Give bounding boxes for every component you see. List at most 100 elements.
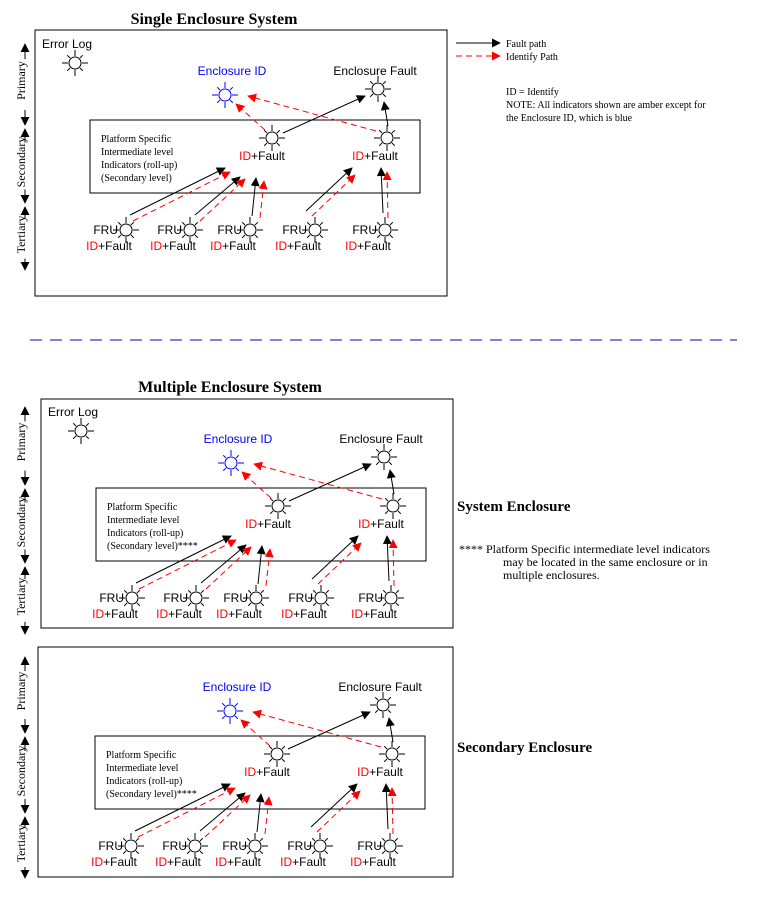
identify-path-arrow (311, 174, 356, 217)
intermediate-indicator-icon (259, 125, 285, 151)
fru-id-fault-label: ID+Fault (91, 855, 137, 869)
identify-path-arrow (263, 796, 273, 835)
intermediate-id-fault-label: ID+Fault (239, 149, 285, 163)
enclosure-id-label: Enclosure ID (203, 680, 272, 694)
platform-text-line: (Secondary level) (101, 173, 172, 184)
identify-path-arrow (240, 719, 271, 747)
secondary-level-label: Secondary (14, 137, 28, 188)
fru-indicator-icon (113, 217, 139, 243)
id-text: ID (245, 517, 257, 531)
fru-indicator-icon (377, 833, 403, 859)
enclosure-fault-indicator-icon (371, 444, 397, 470)
intermediate-id-fault-label: ID+Fault (357, 765, 403, 779)
fault-path-arrow (194, 176, 241, 216)
fault-path-arrow (282, 95, 366, 134)
fault-path-arrow (287, 711, 371, 750)
panel-1: Primary Secondary Tertiary Error Log Enclosu… (14, 29, 448, 297)
id-definition: ID = Identify (506, 87, 559, 98)
fault-path-arrow (250, 177, 260, 217)
fru-label: FRU (99, 591, 124, 605)
identify-path-arrow (387, 787, 397, 835)
fru-label: FRU (93, 223, 118, 237)
intermediate-indicator-icon (265, 493, 291, 519)
fault-text: +Fault (257, 517, 291, 531)
fru-indicator-icon (182, 833, 208, 859)
tertiary-level: Tertiary (14, 566, 32, 635)
enclosure-id-indicator-icon (218, 450, 244, 476)
fru-indicator-icon (242, 833, 268, 859)
id-text: ID (86, 239, 98, 253)
note-line: NOTE: All indicators shown are amber exc… (506, 100, 706, 111)
single-enclosure-title: Single Enclosure System (131, 11, 299, 28)
fru-indicator-icon (177, 217, 203, 243)
id-text: ID (239, 149, 251, 163)
fru-indicator-icon (302, 217, 328, 243)
primary-level: Primary (14, 656, 32, 734)
fault-text: +Fault (222, 239, 256, 253)
fru-label: FRU (352, 223, 377, 237)
fru-id-fault-label: ID+Fault (216, 607, 262, 621)
primary-level-label: Primary (14, 61, 28, 100)
enclosure-fault-label: Enclosure Fault (333, 64, 417, 78)
tertiary-level-label: Tertiary (14, 825, 28, 863)
fault-path-arrow (129, 167, 226, 216)
platform-text-line: Intermediate level (101, 147, 174, 158)
identify-path-arrow (205, 546, 252, 590)
fault-text: +Fault (251, 149, 285, 163)
identify-path-arrow (199, 178, 246, 222)
fault-path-arrow (380, 101, 390, 127)
fru-label: FRU (157, 223, 182, 237)
fault-path-arrow (255, 793, 265, 833)
platform-text-line: Indicators (roll-up) (101, 160, 177, 171)
fru-label: FRU (288, 591, 313, 605)
error-log-indicator-icon (68, 418, 94, 444)
error-log-label: Error Log (42, 37, 92, 51)
fault-text: +Fault (363, 607, 397, 621)
intermediate-indicator-icon (380, 493, 406, 519)
enclosure-box (34, 29, 448, 297)
fru-indicator-icon (307, 833, 333, 859)
primary-level-label: Primary (14, 423, 28, 462)
fru-id-fault-label: ID+Fault (155, 855, 201, 869)
fault-text: +Fault (370, 517, 404, 531)
enclosure-id-indicator-icon (212, 82, 238, 108)
tertiary-level-label: Tertiary (14, 578, 28, 616)
platform-text-line: Indicators (roll-up) (107, 528, 183, 539)
fru-id-fault-label: ID+Fault (350, 855, 396, 869)
error-log-indicator-icon (62, 50, 88, 76)
fru-indicator-icon (237, 217, 263, 243)
platform-text-line: Platform Specific (106, 750, 177, 761)
platform-intermediate-box (95, 487, 427, 562)
secondary-enclosure-label: Secondary Enclosure (457, 740, 592, 756)
fault-text: +Fault (292, 855, 326, 869)
identify-path-arrow (137, 787, 236, 838)
enclosure-fault-label: Enclosure Fault (339, 432, 423, 446)
id-text: ID (345, 239, 357, 253)
footnote-line: **** Platform Specific intermediate leve… (459, 542, 710, 556)
id-text: ID (352, 149, 364, 163)
id-text: ID (216, 607, 228, 621)
intermediate-indicator-icon (374, 125, 400, 151)
platform-intermediate-box (94, 735, 426, 810)
intermediate-id-fault-label: ID+Fault (352, 149, 398, 163)
enclosure-box (37, 646, 454, 878)
identify-path-arrow (382, 171, 392, 219)
fault-text: +Fault (228, 607, 262, 621)
legend-identify-label: Identify Path (506, 52, 558, 63)
fault-text: +Fault (104, 607, 138, 621)
fru-label: FRU (217, 223, 242, 237)
id-text: ID (156, 607, 168, 621)
id-text: ID (358, 517, 370, 531)
enclosure-id-label: Enclosure ID (198, 64, 267, 78)
id-text: ID (150, 239, 162, 253)
legend: Fault path Identify Path (456, 38, 558, 63)
secondary-level: Secondary (14, 736, 32, 814)
fru-label: FRU (358, 591, 383, 605)
error-log-label: Error Log (48, 405, 98, 419)
fru-label: FRU (287, 839, 312, 853)
secondary-level-label: Secondary (14, 497, 28, 548)
platform-text-line: Indicators (roll-up) (106, 776, 182, 787)
enclosure-fault-indicator-icon (365, 76, 391, 102)
system-enclosure-label: System Enclosure (457, 499, 571, 515)
